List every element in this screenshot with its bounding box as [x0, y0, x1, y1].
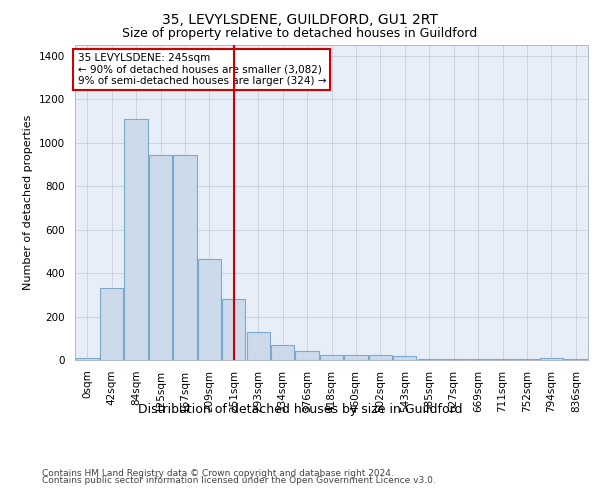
Bar	[198, 259, 221, 360]
Bar	[100, 288, 123, 360]
Bar	[173, 154, 197, 360]
Bar	[540, 358, 563, 360]
Bar	[344, 354, 368, 360]
Bar	[149, 154, 172, 360]
Bar	[442, 359, 465, 360]
Text: Distribution of detached houses by size in Guildford: Distribution of detached houses by size …	[138, 402, 462, 415]
Text: 35 LEVYLSDENE: 245sqm
← 90% of detached houses are smaller (3,082)
9% of semi-de: 35 LEVYLSDENE: 245sqm ← 90% of detached …	[77, 53, 326, 86]
Bar	[76, 358, 99, 360]
Bar	[295, 352, 319, 360]
Bar	[222, 299, 245, 360]
Bar	[564, 359, 587, 360]
Text: Contains public sector information licensed under the Open Government Licence v3: Contains public sector information licen…	[42, 476, 436, 485]
Bar	[418, 359, 441, 360]
Bar	[124, 119, 148, 360]
Bar	[320, 354, 343, 360]
Bar	[491, 359, 514, 360]
Bar	[466, 359, 490, 360]
Text: Size of property relative to detached houses in Guildford: Size of property relative to detached ho…	[122, 28, 478, 40]
Bar	[247, 332, 270, 360]
Bar	[515, 359, 539, 360]
Y-axis label: Number of detached properties: Number of detached properties	[23, 115, 34, 290]
Bar	[393, 356, 416, 360]
Text: 35, LEVYLSDENE, GUILDFORD, GU1 2RT: 35, LEVYLSDENE, GUILDFORD, GU1 2RT	[162, 12, 438, 26]
Bar	[271, 345, 294, 360]
Bar	[369, 354, 392, 360]
Text: Contains HM Land Registry data © Crown copyright and database right 2024.: Contains HM Land Registry data © Crown c…	[42, 468, 394, 477]
